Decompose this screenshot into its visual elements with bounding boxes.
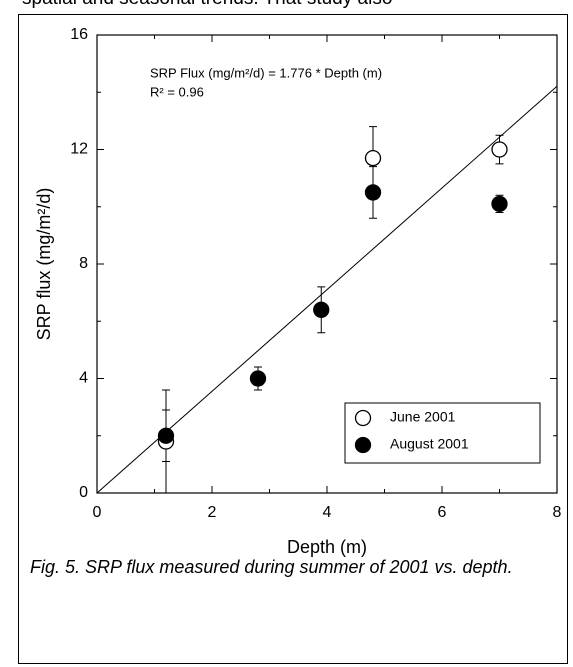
- legend-box: [344, 402, 541, 464]
- x-tick-label: 6: [438, 504, 447, 521]
- marker: [491, 141, 508, 158]
- y-tick-label: 0: [79, 484, 88, 501]
- y-tick-label: 4: [79, 370, 88, 387]
- y-tick-label: 8: [79, 255, 88, 272]
- x-tick-label: 4: [323, 504, 332, 521]
- marker: [364, 149, 382, 167]
- marker: [313, 301, 330, 318]
- x-axis-label: Depth (m): [287, 537, 367, 557]
- y-axis-label: SRP flux (mg/m²/d): [34, 188, 54, 341]
- y-tick-label: 16: [70, 26, 88, 43]
- x-tick-label: 2: [208, 504, 217, 521]
- legend-marker: [354, 409, 372, 427]
- marker: [249, 370, 267, 387]
- figure-frame: [18, 14, 568, 664]
- fit-line: [96, 85, 558, 494]
- legend-marker: [354, 436, 372, 454]
- x-tick-label: 8: [553, 504, 562, 521]
- marker: [491, 195, 508, 213]
- legend-label: August 2001: [390, 436, 469, 452]
- x-tick-label: 0: [93, 504, 102, 521]
- legend-label: June 2001: [390, 409, 456, 425]
- marker: [364, 184, 382, 201]
- annotation: R² = 0.96: [150, 84, 204, 99]
- annotation: SRP Flux (mg/m²/d) = 1.776 * Depth (m): [150, 65, 382, 80]
- marker: [157, 427, 175, 444]
- y-tick-label: 12: [70, 141, 88, 158]
- figure-caption: Fig. 5. SRP flux measured during summer …: [30, 557, 513, 577]
- body-text: spatial and seasonal trends. That study …: [22, 0, 392, 10]
